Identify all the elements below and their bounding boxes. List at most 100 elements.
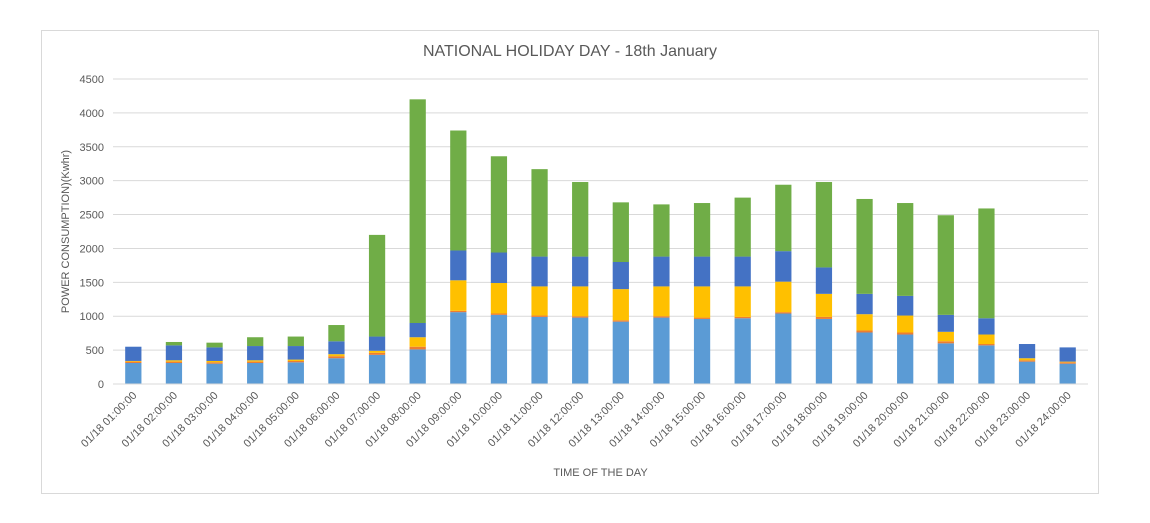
bar-segment xyxy=(897,315,914,333)
bar-segment xyxy=(409,337,426,347)
bar-segment xyxy=(897,295,914,316)
bar-segment xyxy=(247,346,264,361)
bar-segment xyxy=(531,286,548,316)
bar-segment xyxy=(450,280,467,311)
bars xyxy=(125,99,1076,384)
bar-segment xyxy=(125,360,142,362)
bar-segment xyxy=(368,352,386,355)
bar-segment xyxy=(937,215,954,315)
bar-segment xyxy=(409,346,426,350)
bar-segment xyxy=(165,362,183,384)
bar-segment xyxy=(490,252,508,284)
bar-segment xyxy=(206,347,223,361)
bar-segment xyxy=(450,310,467,313)
bar-segment xyxy=(897,332,914,335)
bar-segment xyxy=(328,341,345,355)
bar-segment xyxy=(287,336,304,347)
bar-segment xyxy=(328,356,345,359)
bar-segment xyxy=(247,360,264,362)
bar-segment xyxy=(165,361,183,363)
bar-segment xyxy=(409,99,426,323)
bar-segment xyxy=(815,316,833,319)
bar-segment xyxy=(897,203,914,296)
bar-segment xyxy=(612,321,629,384)
bar-segment xyxy=(247,337,264,347)
bar-segment xyxy=(775,313,792,384)
bar-segment xyxy=(572,286,589,317)
y-tick-label: 4000 xyxy=(80,108,104,120)
bar-segment xyxy=(490,156,508,253)
y-axis-label: POWER CONSUMPTION)(Kwhr) xyxy=(60,150,72,313)
bar-segment xyxy=(653,204,670,257)
bar-segment xyxy=(734,316,751,319)
bar-segment xyxy=(165,345,183,361)
bar-segment xyxy=(937,331,954,342)
y-tick-label: 3500 xyxy=(80,142,104,154)
bar-segment xyxy=(1018,360,1036,362)
bar-segment xyxy=(206,342,223,348)
bar-segment xyxy=(328,358,345,384)
bar-segment xyxy=(165,360,183,362)
bar-segment xyxy=(1059,362,1076,364)
bar-segment xyxy=(206,360,223,363)
bar-segment xyxy=(328,325,345,342)
bar-segment xyxy=(1018,344,1036,359)
bar-segment xyxy=(856,293,873,315)
bar-segment xyxy=(287,360,304,363)
bar-segment xyxy=(734,197,751,257)
bar-segment xyxy=(531,315,548,317)
y-tick-label: 0 xyxy=(98,379,104,391)
bar-segment xyxy=(612,289,629,321)
bar-segment xyxy=(490,283,508,314)
bar-segment xyxy=(247,361,264,363)
bar-segment xyxy=(572,317,589,384)
bar-segment xyxy=(165,341,183,346)
bar-segment xyxy=(653,317,670,384)
bar-segment xyxy=(775,281,792,313)
bar-segment xyxy=(368,234,386,337)
bar-segment xyxy=(1059,361,1076,363)
bar-segment xyxy=(612,320,629,322)
bar-segment xyxy=(450,312,467,384)
y-tick-label: 4500 xyxy=(80,74,104,86)
bar-segment xyxy=(612,202,629,262)
y-tick-label: 1500 xyxy=(80,277,104,289)
bar-segment xyxy=(450,130,467,251)
bar-segment xyxy=(531,169,548,257)
bar-segment xyxy=(856,330,873,333)
bar-segment xyxy=(937,341,954,344)
bar-segment xyxy=(572,256,589,287)
bar-segment xyxy=(287,346,304,360)
bar-segment xyxy=(490,313,508,315)
bar-segment xyxy=(693,286,711,318)
bar-segment xyxy=(978,345,995,384)
bar-segment xyxy=(978,344,995,346)
bar-segment xyxy=(653,286,670,317)
bar-segment xyxy=(1059,347,1076,362)
bar-segment xyxy=(247,362,264,384)
bar-segment xyxy=(937,343,954,384)
bar-segment xyxy=(125,346,142,361)
bar-segment xyxy=(531,256,548,287)
x-axis-label: TIME OF THE DAY xyxy=(553,467,648,479)
bar-segment xyxy=(125,361,142,363)
bar-segment xyxy=(775,184,792,252)
bar-segment xyxy=(206,362,223,364)
bar-segment xyxy=(937,314,954,332)
y-tick-label: 2500 xyxy=(80,210,104,222)
bar-segment xyxy=(775,312,792,314)
y-tick-label: 500 xyxy=(86,345,104,357)
bar-segment xyxy=(531,316,548,384)
bar-segment xyxy=(368,350,386,353)
bar-segment xyxy=(734,286,751,317)
bar-segment xyxy=(815,182,833,268)
bar-segment xyxy=(734,256,751,287)
bar-segment xyxy=(693,317,711,319)
bar-segment xyxy=(978,208,995,319)
y-tick-label: 1000 xyxy=(80,311,104,323)
bar-segment xyxy=(125,362,142,384)
y-tick-label: 2000 xyxy=(80,243,104,255)
bar-segment xyxy=(612,262,629,290)
bar-segment xyxy=(856,198,873,294)
